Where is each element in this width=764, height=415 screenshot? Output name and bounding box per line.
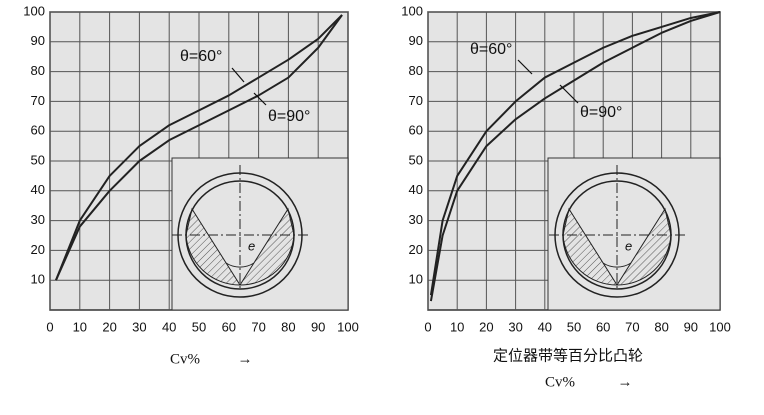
x-tick-label: 40 [162, 319, 176, 334]
x-axis-arrow: → [238, 351, 253, 367]
x-tick-label: 80 [654, 319, 668, 334]
x-tick-label: 0 [46, 319, 53, 334]
inset-diagram: e [547, 157, 721, 311]
y-tick-label: 30 [31, 212, 45, 227]
series-line [429, 11, 721, 296]
series-annotation: θ=60° [180, 48, 222, 65]
x-axis-label: Cv% [170, 351, 200, 367]
x-tick-label: 50 [567, 319, 581, 334]
inset-label: e [625, 238, 632, 253]
x-tick-label: 80 [281, 319, 295, 334]
x-tick-label: 40 [538, 319, 552, 334]
y-tick-label: 100 [401, 3, 423, 18]
x-axis-label: Cv% [545, 374, 575, 390]
x-tick-label: 20 [479, 319, 493, 334]
y-tick-label: 100 [23, 3, 45, 18]
annotation-arrow [559, 84, 579, 104]
series-line [55, 14, 343, 281]
cam-left [562, 207, 618, 286]
y-tick-label: 10 [31, 272, 45, 287]
y-tick-label: 60 [409, 123, 423, 138]
x-tick-label: 50 [192, 319, 206, 334]
y-tick-label: 80 [31, 63, 45, 78]
y-tick-label: 50 [31, 152, 45, 167]
series-annotation: θ=90° [268, 108, 310, 125]
x-tick-label: 60 [222, 319, 236, 334]
inset-diagram: e [171, 157, 349, 311]
caption: 定位器带等百分比凸轮 [493, 346, 643, 364]
series-annotation: θ=90° [580, 104, 622, 121]
y-tick-label: 40 [31, 182, 45, 197]
cam-right [239, 207, 295, 286]
series-annotation: θ=60° [470, 41, 512, 58]
x-tick-label: 100 [337, 319, 359, 334]
y-tick-label: 70 [409, 93, 423, 108]
y-tick-label: 50 [409, 152, 423, 167]
x-tick-label: 10 [73, 319, 87, 334]
x-tick-label: 70 [625, 319, 639, 334]
cam-right [616, 207, 672, 286]
y-tick-label: 20 [31, 242, 45, 257]
x-axis-arrow: → [618, 374, 633, 390]
x-tick-label: 70 [251, 319, 265, 334]
y-tick-label: 10 [409, 272, 423, 287]
series-line [429, 11, 721, 302]
annotation-arrow [517, 59, 533, 75]
angle-arc [602, 262, 632, 268]
x-tick-label: 0 [424, 319, 431, 334]
x-tick-label: 10 [450, 319, 464, 334]
x-tick-label: 30 [508, 319, 522, 334]
y-tick-label: 90 [409, 33, 423, 48]
y-tick-label: 70 [31, 93, 45, 108]
annotation-arrow [231, 67, 245, 83]
y-tick-label: 40 [409, 182, 423, 197]
cam-left [185, 207, 241, 286]
x-tick-label: 100 [709, 319, 731, 334]
x-tick-label: 90 [684, 319, 698, 334]
y-tick-label: 80 [409, 63, 423, 78]
x-tick-label: 90 [311, 319, 325, 334]
y-tick-label: 30 [409, 212, 423, 227]
y-tick-label: 60 [31, 123, 45, 138]
annotation-arrow [253, 92, 267, 106]
x-tick-label: 60 [596, 319, 610, 334]
y-tick-label: 90 [31, 33, 45, 48]
inset-label: e [248, 238, 255, 253]
x-tick-label: 30 [132, 319, 146, 334]
angle-arc [225, 262, 255, 268]
x-tick-label: 20 [102, 319, 116, 334]
y-tick-label: 20 [409, 242, 423, 257]
series-line [55, 14, 343, 281]
